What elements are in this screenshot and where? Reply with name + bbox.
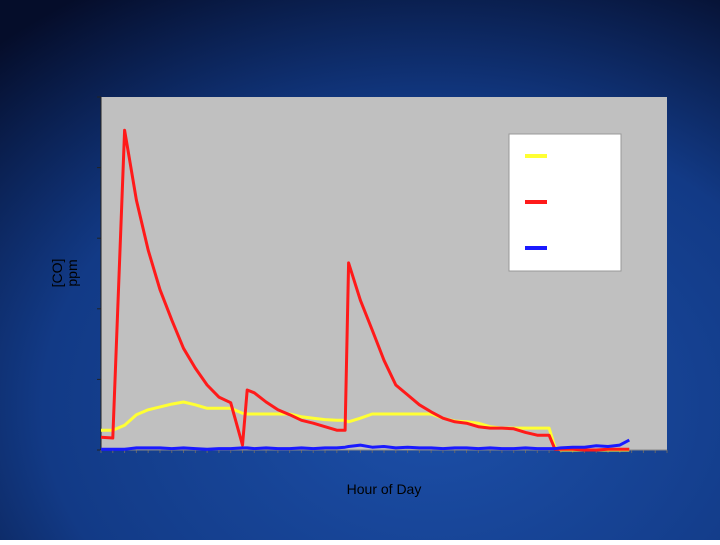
y-axis-label: ppm — [64, 259, 80, 286]
x-axis-label: Hour of Day — [347, 481, 422, 497]
series-line — [101, 400, 630, 452]
y-axis-label: [CO] — [49, 259, 65, 288]
series-line — [101, 438, 630, 451]
plot — [97, 96, 668, 453]
series-line — [100, 128, 630, 452]
